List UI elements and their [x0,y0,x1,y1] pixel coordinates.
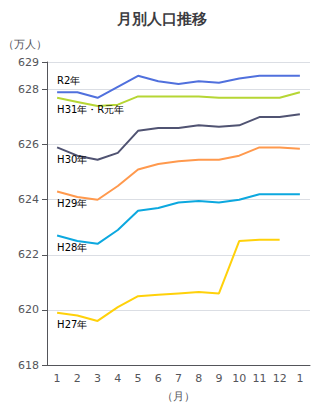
svg-text:（月）: （月） [162,390,195,403]
svg-text:622: 622 [18,248,39,261]
svg-text:H30年: H30年 [57,154,87,165]
svg-text:H31年・R元年: H31年・R元年 [57,104,124,115]
svg-text:12: 12 [273,372,287,385]
svg-text:7: 7 [175,372,182,385]
svg-text:628: 628 [18,83,39,96]
svg-text:9: 9 [215,372,222,385]
svg-text:月別人口推移: 月別人口推移 [116,10,207,28]
svg-text:H29年: H29年 [57,198,87,209]
svg-text:R2年: R2年 [57,75,80,86]
svg-text:5: 5 [135,372,142,385]
svg-text:3: 3 [94,372,101,385]
svg-text:1: 1 [54,372,61,385]
svg-text:624: 624 [18,193,39,206]
svg-text:618: 618 [18,359,39,372]
svg-text:620: 620 [18,303,39,316]
svg-text:10: 10 [232,372,246,385]
svg-text:（万人）: （万人） [3,38,47,51]
svg-text:6: 6 [155,372,162,385]
svg-text:8: 8 [195,372,202,385]
svg-text:1: 1 [296,372,303,385]
svg-text:2: 2 [74,372,81,385]
svg-text:H27年: H27年 [57,319,87,330]
svg-text:4: 4 [114,372,121,385]
svg-text:629: 629 [18,56,39,69]
svg-text:H28年: H28年 [57,242,87,253]
svg-text:11: 11 [252,372,266,385]
svg-text:626: 626 [18,138,39,151]
